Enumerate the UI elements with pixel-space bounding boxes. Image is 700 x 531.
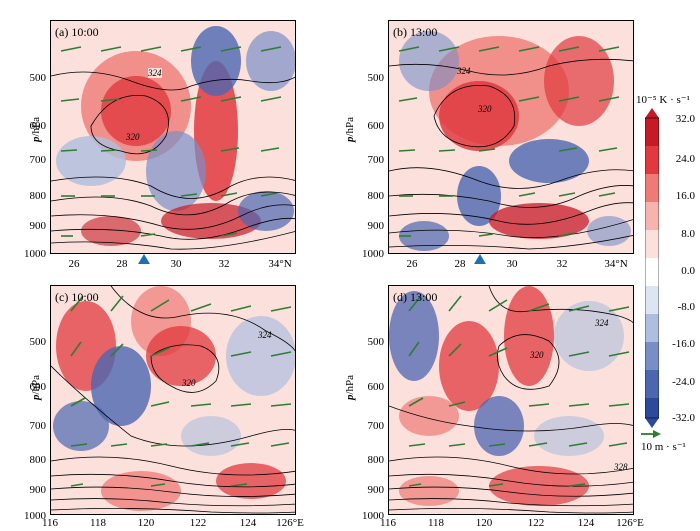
reference-vector-label: 10 m · s⁻¹ bbox=[641, 441, 686, 453]
panel-label: (c) 10:00 bbox=[55, 290, 99, 304]
y-tick: 600 bbox=[29, 381, 47, 393]
y-tick: 600 bbox=[367, 381, 385, 393]
colorbar-title: 10⁻⁵ K · s⁻¹ bbox=[636, 94, 690, 106]
x-tick: 30 bbox=[170, 258, 182, 270]
station-marker-icon bbox=[138, 254, 150, 264]
y-axis-title: p/hPa bbox=[344, 374, 356, 400]
colorbar-tick: 32.0 bbox=[675, 113, 695, 125]
reference-vector-arrow-icon bbox=[641, 430, 661, 438]
colorbar-tick: -8.0 bbox=[677, 301, 695, 313]
x-tick: 28 bbox=[454, 258, 466, 270]
y-tick: 1000 bbox=[24, 248, 46, 260]
y-tick: 700 bbox=[367, 420, 385, 432]
contour-label: 324 bbox=[595, 318, 609, 328]
colorbar-tick: -32.0 bbox=[672, 412, 695, 424]
panel-label: (d) 13:00 bbox=[393, 290, 438, 304]
panel-label: (b) 13:00 bbox=[393, 25, 438, 39]
y-tick: 800 bbox=[367, 454, 385, 466]
y-tick: 700 bbox=[29, 154, 47, 166]
y-tick: 800 bbox=[367, 190, 385, 202]
y-axis-title: p/hPa bbox=[344, 116, 356, 142]
contour-label: 324 bbox=[258, 330, 272, 340]
y-tick: 500 bbox=[367, 72, 385, 84]
x-tick: 124 bbox=[239, 517, 257, 529]
x-tick: 122 bbox=[527, 517, 545, 529]
y-tick: 1000 bbox=[24, 510, 46, 522]
field-map-c bbox=[51, 286, 295, 514]
field-map-d bbox=[389, 286, 633, 514]
contour-label: 320 bbox=[478, 104, 492, 114]
colorbar-tick: 0.0 bbox=[681, 265, 695, 277]
plot-area-b: (b) 13:00 bbox=[388, 20, 634, 254]
x-tick: 30 bbox=[506, 258, 518, 270]
contour-label: 320 bbox=[126, 132, 140, 142]
x-tick: 116 bbox=[379, 517, 397, 529]
x-tick: 116 bbox=[41, 517, 59, 529]
x-tick: 28 bbox=[116, 258, 128, 270]
y-tick: 700 bbox=[367, 154, 385, 166]
contour-label: 320 bbox=[530, 350, 544, 360]
x-tick: 32 bbox=[218, 258, 230, 270]
colorbar-tick: 8.0 bbox=[681, 228, 695, 240]
x-tick: 26 bbox=[406, 258, 418, 270]
y-tick: 900 bbox=[29, 484, 47, 496]
y-tick: 600 bbox=[29, 120, 47, 132]
colorbar-tick: -24.0 bbox=[672, 376, 695, 388]
y-tick: 800 bbox=[29, 454, 47, 466]
colorbar bbox=[645, 108, 659, 428]
field-map-b bbox=[389, 21, 633, 253]
colorbar-tick: 16.0 bbox=[675, 190, 695, 202]
x-tick: 34°N bbox=[268, 258, 292, 270]
contour-label: 328 bbox=[614, 462, 628, 472]
x-tick: 126°E bbox=[276, 517, 304, 529]
x-tick: 124 bbox=[577, 517, 595, 529]
plot-area-a: (a) 10:00 bbox=[50, 20, 296, 254]
y-tick: 1000 bbox=[362, 248, 384, 260]
x-tick: 120 bbox=[475, 517, 493, 529]
plot-area-c: (c) 10:00 bbox=[50, 285, 296, 515]
colorbar-tick: -16.0 bbox=[672, 338, 695, 350]
y-tick: 800 bbox=[29, 190, 47, 202]
y-tick: 500 bbox=[29, 336, 47, 348]
colorbar-tick: 24.0 bbox=[675, 153, 695, 165]
y-tick: 900 bbox=[29, 220, 47, 232]
y-tick: 500 bbox=[367, 336, 385, 348]
contour-label: 324 bbox=[457, 66, 471, 76]
x-tick: 26 bbox=[68, 258, 80, 270]
x-tick: 34°N bbox=[604, 258, 628, 270]
x-tick: 122 bbox=[189, 517, 207, 529]
field-map-a bbox=[51, 21, 295, 253]
x-tick: 32 bbox=[556, 258, 568, 270]
y-tick: 1000 bbox=[362, 510, 384, 522]
y-tick: 700 bbox=[29, 420, 47, 432]
x-tick: 118 bbox=[89, 517, 107, 529]
station-marker-icon bbox=[474, 254, 486, 264]
contour-label: 320 bbox=[182, 378, 196, 388]
y-tick: 900 bbox=[367, 484, 385, 496]
y-tick: 600 bbox=[367, 120, 385, 132]
x-tick: 126°E bbox=[616, 517, 644, 529]
plot-area-d: (d) 13:00 bbox=[388, 285, 634, 515]
x-tick: 118 bbox=[427, 517, 445, 529]
y-tick: 900 bbox=[367, 220, 385, 232]
contour-label: 324 bbox=[148, 68, 162, 78]
panel-label: (a) 10:00 bbox=[55, 25, 99, 39]
x-tick: 120 bbox=[137, 517, 155, 529]
y-tick: 500 bbox=[29, 72, 47, 84]
